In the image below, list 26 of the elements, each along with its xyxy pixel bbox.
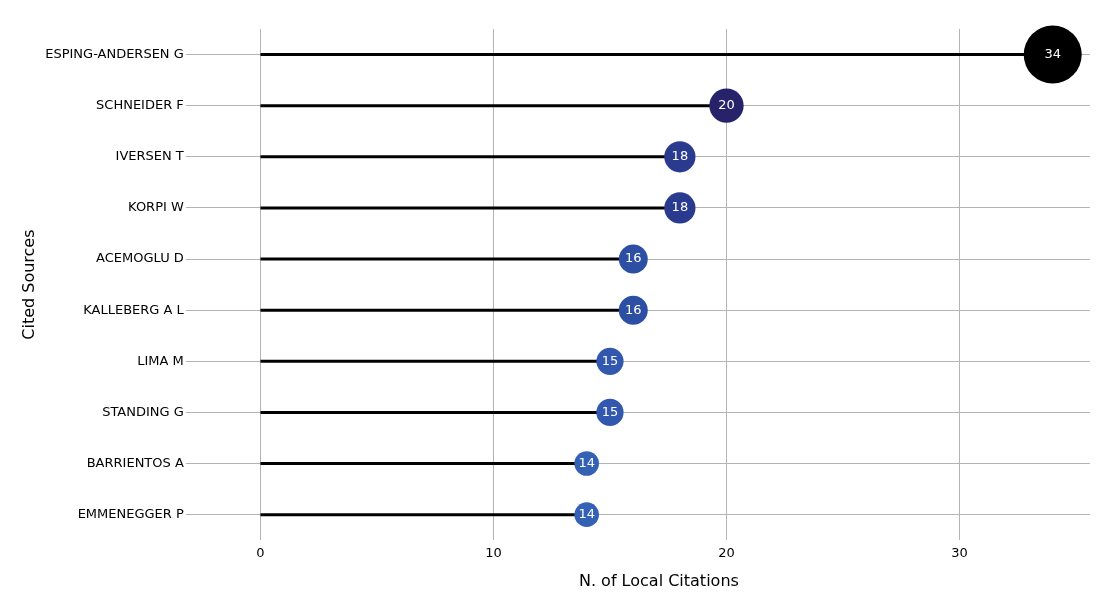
x-tick-label: 10: [485, 545, 502, 561]
y-tick-label: STANDING G: [102, 403, 184, 419]
y-tick-label: EMMENEGGER P: [77, 506, 184, 522]
data-label: 15: [601, 403, 619, 419]
data-label: 16: [625, 301, 642, 317]
y-tick-label: KORPI W: [128, 199, 184, 215]
data-label: 20: [718, 97, 735, 113]
y-tick-label: ACEMOGLU D: [96, 250, 184, 266]
y-tick-label: SCHNEIDER F: [96, 97, 184, 113]
x-axis-title: N. of Local Citations: [578, 570, 739, 590]
y-tick-label: KALLEBERG A L: [83, 301, 185, 317]
y-tick-label: IVERSEN T: [115, 148, 184, 164]
data-label: 18: [671, 148, 689, 164]
y-tick-label: LIMA M: [137, 352, 184, 368]
data-label: 16: [625, 250, 642, 266]
data-label: 18: [671, 199, 689, 215]
data-label: 14: [578, 506, 595, 522]
x-tick-label: 0: [256, 545, 265, 561]
y-axis-title: Cited Sources: [18, 229, 38, 340]
y-tick-label: BARRIENTOS A: [86, 454, 184, 470]
data-label: 15: [601, 352, 619, 368]
x-tick-label: 20: [718, 545, 735, 561]
y-tick-label: ESPING-ANDERSEN G: [45, 45, 184, 61]
data-label: 34: [1044, 45, 1061, 61]
x-tick-label: 30: [951, 545, 968, 561]
data-label: 14: [578, 454, 595, 470]
